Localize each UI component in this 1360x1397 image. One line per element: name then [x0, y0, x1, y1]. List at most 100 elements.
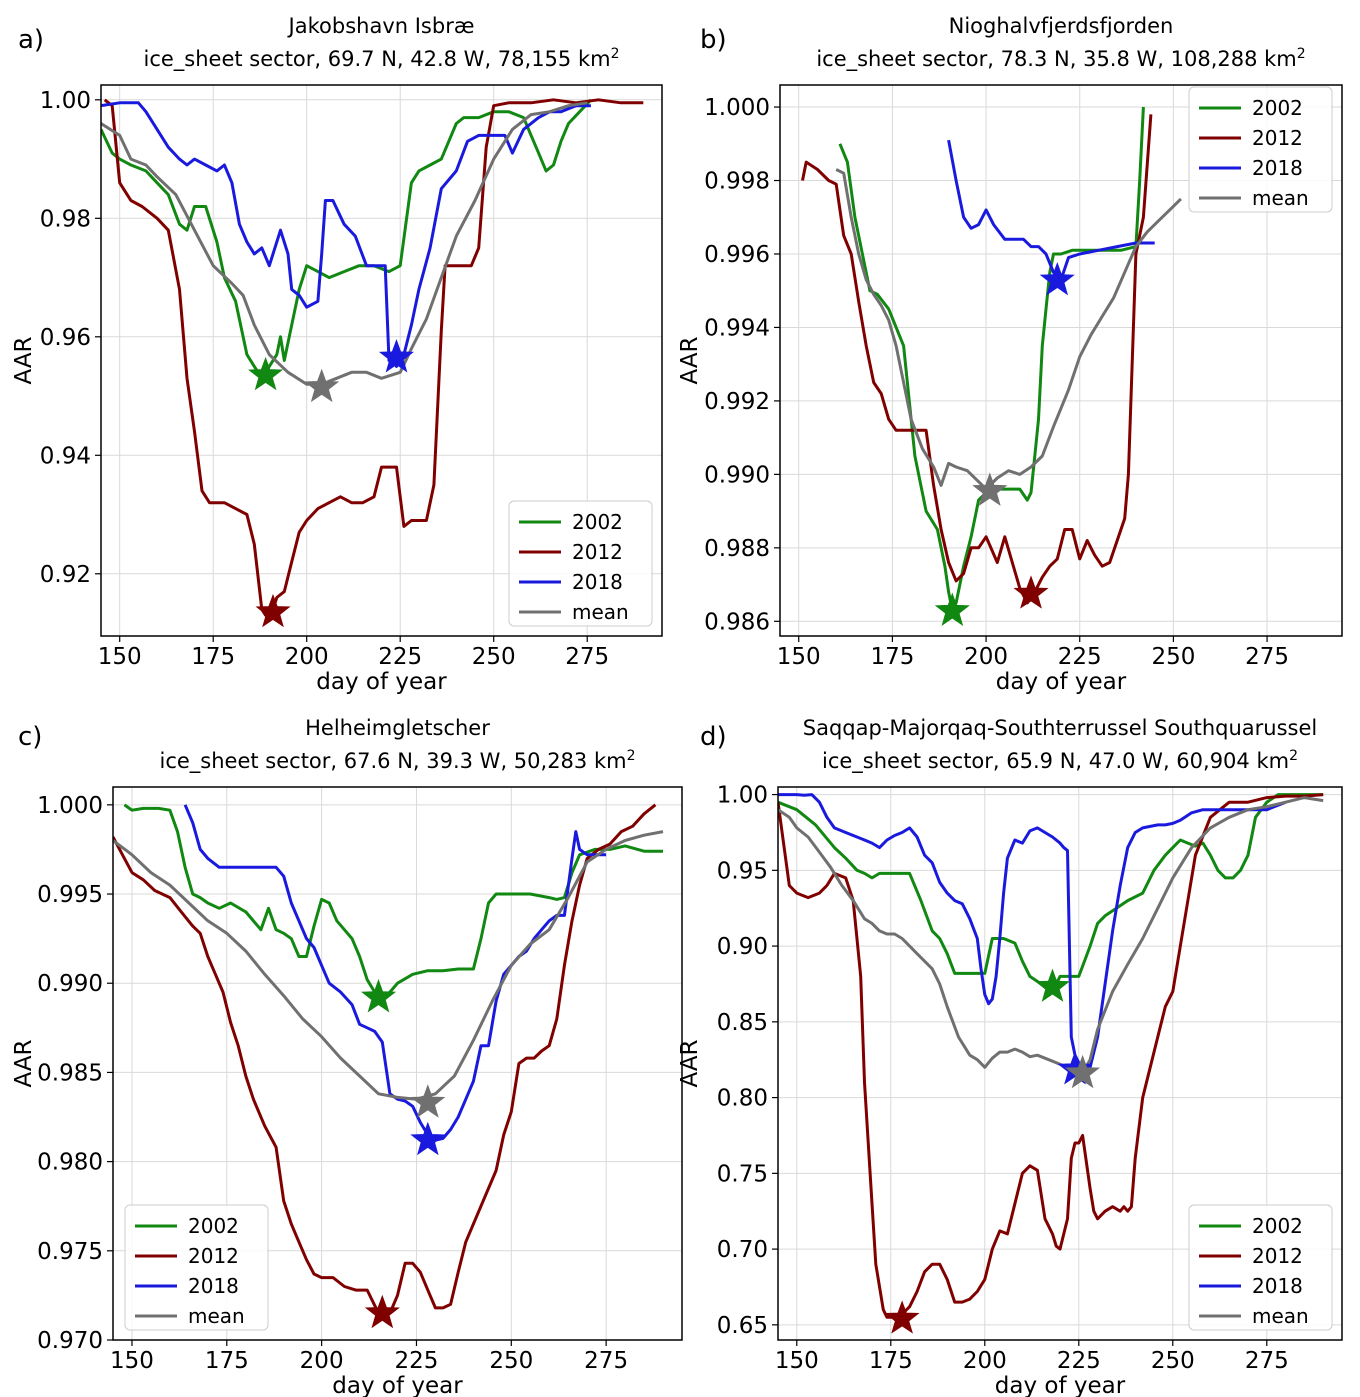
plot-area	[113, 803, 664, 1329]
y-tick-label: 0.988	[704, 536, 770, 562]
legend-box	[1188, 1204, 1333, 1331]
y-tick-label: 0.90	[717, 934, 768, 960]
legend-box	[1188, 86, 1333, 213]
chart-subtitle: ice_sheet sector, 65.9 N, 47.0 W, 60,904…	[822, 748, 1298, 774]
x-tick-label: 250	[1151, 644, 1195, 670]
y-tick-label: 1.00	[40, 88, 91, 114]
series-line-2018	[947, 139, 1155, 282]
legend: 2002 2012 2018 mean	[1188, 1204, 1333, 1331]
legend-label-2012: 2012	[1252, 1244, 1303, 1268]
panel-c: c) Helheimgletscher ice_sheet sector, 67.6…	[11, 716, 683, 1397]
series-line-2018	[778, 793, 1287, 1072]
legend: 2002 2012 2018 mean	[508, 500, 653, 627]
legend-label-2002: 2002	[1252, 96, 1303, 120]
panel-d: d) Saqqap-Majorqaq-Southterrussel Southqu…	[677, 716, 1343, 1397]
star-marker-mean	[410, 1084, 446, 1118]
x-axis-label: day of year	[332, 1373, 463, 1397]
y-tick-label: 0.994	[704, 315, 770, 341]
x-axis-label: day of year	[316, 669, 447, 695]
legend-label-2012: 2012	[572, 540, 623, 564]
y-tick-label: 0.986	[704, 609, 770, 635]
x-tick-label: 225	[378, 644, 422, 670]
x-tick-label: 275	[1245, 644, 1289, 670]
chart-subtitle: ice_sheet sector, 67.6 N, 39.3 W, 50,283…	[159, 748, 635, 774]
series-line-2002	[123, 803, 663, 999]
x-tick-label: 250	[472, 644, 516, 670]
legend-label-2018: 2018	[188, 1274, 239, 1298]
x-tick-label: 175	[870, 644, 914, 670]
y-axis-label: AAR	[677, 336, 703, 384]
series-line-mean	[113, 830, 664, 1101]
x-tick-label: 200	[285, 644, 329, 670]
axes-frame	[777, 786, 1343, 1341]
star-marker-2012	[884, 1300, 920, 1334]
series-line-mean	[778, 796, 1324, 1075]
series-line-mean	[101, 101, 588, 386]
x-tick-label: 175	[205, 1348, 249, 1374]
y-tick-label: 0.85	[717, 1010, 768, 1036]
x-tick-label: 225	[1057, 1348, 1101, 1374]
y-tick-label: 0.75	[717, 1161, 768, 1187]
legend-label-mean: mean	[1252, 1304, 1309, 1328]
y-axis-label: AAR	[11, 336, 37, 384]
star-marker-2002	[934, 592, 970, 626]
legend-label-2018: 2018	[1252, 1274, 1303, 1298]
y-tick-label: 0.96	[40, 325, 91, 351]
y-tick-label: 1.000	[37, 793, 103, 819]
axes-frame	[779, 84, 1343, 637]
series-line-2018	[183, 804, 607, 1142]
panel-label: b)	[700, 25, 727, 55]
x-tick-label: 150	[775, 1348, 819, 1374]
axes-frame	[112, 786, 683, 1341]
x-tick-label: 150	[110, 1348, 154, 1374]
series-line-2012	[778, 793, 1324, 1319]
legend-box	[508, 500, 653, 627]
y-tick-label: 0.98	[40, 206, 91, 232]
y-tick-label: 0.998	[704, 169, 770, 195]
x-tick-label: 150	[98, 644, 142, 670]
x-tick-label: 175	[191, 644, 235, 670]
legend: 2002 2012 2018 mean	[124, 1204, 269, 1331]
legend-label-mean: mean	[1252, 186, 1309, 210]
series-line-2012	[801, 114, 1153, 605]
y-tick-label: 0.980	[37, 1150, 103, 1176]
x-tick-label: 250	[1151, 1348, 1195, 1374]
y-tick-label: 1.00	[717, 783, 768, 809]
y-tick-label: 0.975	[37, 1239, 103, 1265]
x-tick-label: 275	[565, 644, 609, 670]
x-tick-label: 275	[584, 1348, 628, 1374]
star-marker-mean	[1065, 1054, 1101, 1089]
legend-label-mean: mean	[572, 600, 629, 624]
star-marker-2018	[1039, 261, 1075, 296]
series-line-2002	[778, 793, 1324, 993]
series-line-2012	[103, 98, 644, 617]
y-tick-label: 0.995	[37, 882, 103, 908]
chart-title: Nioghalvfjerdsfjorden	[949, 14, 1174, 38]
x-tick-label: 275	[1245, 1348, 1289, 1374]
series-line-2002	[101, 98, 592, 380]
chart-title: Jakobshavn Isbræ	[287, 14, 475, 38]
star-marker-2002	[248, 356, 284, 391]
star-marker-mean	[972, 472, 1008, 506]
panel-label: c)	[18, 722, 42, 752]
legend-label-mean: mean	[188, 1304, 245, 1328]
legend-label-2018: 2018	[572, 570, 623, 594]
y-tick-label: 0.970	[37, 1328, 103, 1354]
y-tick-label: 0.65	[717, 1313, 768, 1339]
x-tick-label: 175	[869, 1348, 913, 1374]
y-tick-label: 0.92	[40, 562, 91, 588]
series-line-2018	[101, 101, 591, 368]
plot-area	[778, 793, 1324, 1334]
star-marker-2012	[364, 1294, 400, 1329]
panel-b: b) Nioghalvfjerdsfjorden ice_sheet sector,…	[677, 14, 1343, 695]
star-marker-2018	[410, 1121, 446, 1156]
y-tick-label: 0.992	[704, 389, 770, 415]
x-axis-label: day of year	[996, 669, 1127, 695]
panel-label: a)	[18, 25, 44, 55]
plot-area	[101, 98, 644, 628]
y-axis-label: AAR	[11, 1039, 37, 1087]
legend-label-2002: 2002	[1252, 1214, 1303, 1238]
y-tick-label: 1.000	[704, 95, 770, 121]
legend: 2002 2012 2018 mean	[1188, 86, 1333, 213]
